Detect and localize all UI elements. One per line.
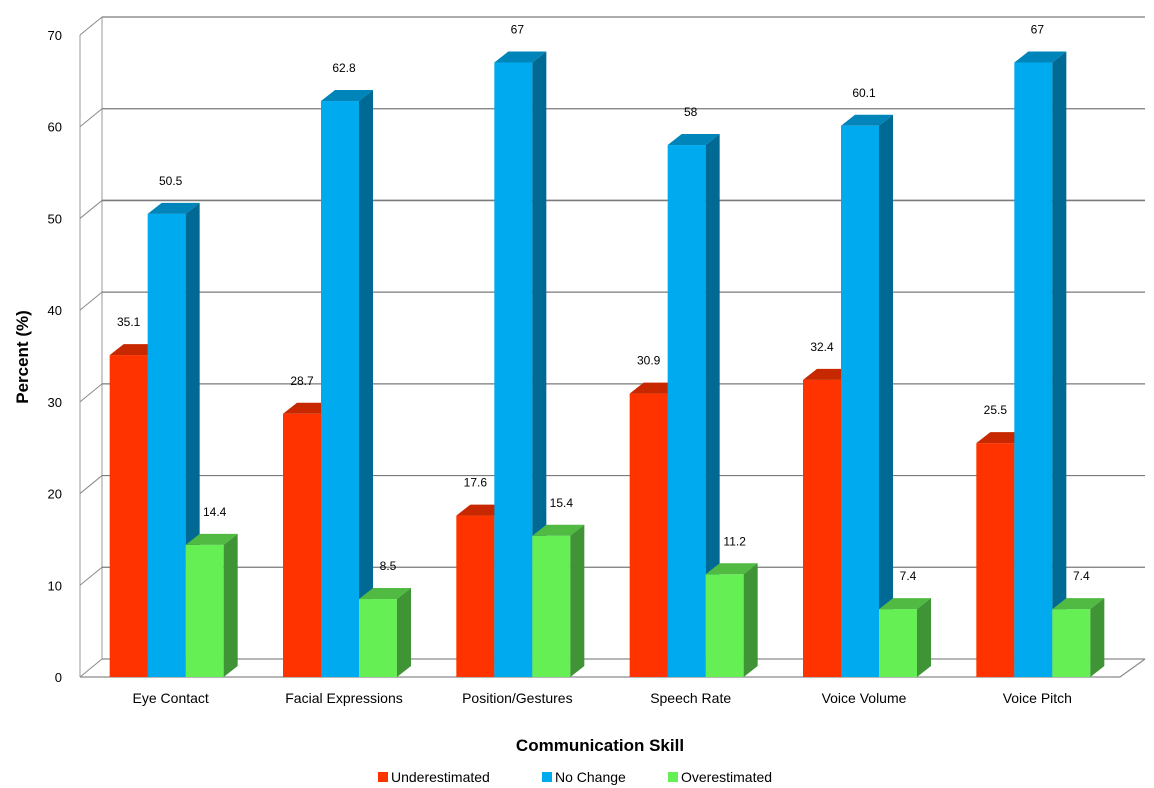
- y-axis-title: Percent (%): [13, 310, 32, 404]
- y-tick-label: 0: [55, 670, 62, 685]
- data-label: 50.5: [159, 174, 183, 188]
- gridline-depth: [79, 108, 103, 128]
- data-label: 11.2: [723, 534, 746, 548]
- x-tick-label: Voice Volume: [822, 690, 907, 706]
- data-labels: 35.1 50.5 14.4 28.7 62.8 8.5 17.6 67 15.4 30.9 58 1…: [117, 23, 1090, 584]
- data-label: 8.5: [380, 559, 397, 573]
- data-label: 7.4: [1073, 569, 1090, 583]
- bar-no-change: [494, 51, 547, 678]
- data-label: 17.6: [464, 476, 488, 490]
- legend-label: Overestimated: [681, 769, 772, 785]
- legend-item-no-change: No Change: [542, 769, 626, 785]
- legend-item-underestimated: Underestimated: [378, 769, 490, 785]
- data-label: 15.4: [550, 496, 574, 510]
- data-label: 14.4: [203, 505, 227, 519]
- bar-no-change: [667, 134, 720, 678]
- y-tick-label: 30: [48, 395, 62, 410]
- bars: [109, 51, 1105, 678]
- gridline-depth: [79, 383, 103, 403]
- x-axis-title: Communication Skill: [516, 736, 684, 755]
- x-tick-label: Voice Pitch: [1003, 690, 1072, 706]
- bar-overestimated: [359, 588, 411, 677]
- legend-swatch: [542, 772, 552, 782]
- floor-right-edge: [1119, 658, 1146, 678]
- bar-no-change: [1014, 51, 1067, 678]
- gridline-depth: [79, 16, 103, 36]
- gridline-depth: [79, 475, 103, 494]
- y-tick-label: 70: [48, 28, 62, 43]
- bar-overestimated: [532, 524, 585, 677]
- legend: Underestimated No Change Overestimated: [378, 769, 772, 785]
- gridline-depth: [79, 291, 103, 311]
- bar-overestimated: [879, 598, 931, 677]
- bar-no-change: [321, 90, 373, 677]
- data-label: 7.4: [900, 569, 917, 583]
- legend-label: Underestimated: [391, 769, 490, 785]
- data-label: 60.1: [852, 86, 876, 100]
- y-tick-label: 20: [48, 487, 62, 502]
- x-tick-label: Eye Contact: [133, 690, 209, 706]
- bar-overestimated: [705, 563, 758, 677]
- x-tick-label: Facial Expressions: [285, 690, 403, 706]
- data-label: 25.5: [984, 403, 1008, 417]
- data-label: 62.8: [332, 61, 356, 75]
- gridline-depth: [79, 658, 103, 678]
- y-axis-ticks: 0 10 20 30 40 50 60 70: [48, 28, 62, 685]
- data-label: 67: [1031, 23, 1045, 37]
- y-tick-label: 40: [48, 303, 62, 318]
- data-label: 58: [684, 105, 698, 119]
- legend-label: No Change: [555, 769, 626, 785]
- legend-swatch: [668, 772, 678, 782]
- gridlines: [79, 16, 1146, 678]
- y-tick-label: 10: [48, 578, 62, 593]
- bar-overestimated: [1052, 598, 1105, 677]
- y-tick-label: 50: [48, 211, 62, 226]
- data-label: 28.7: [290, 374, 314, 388]
- category-labels: Eye Contact Facial Expressions Position/Ge…: [133, 690, 1072, 706]
- bar-overestimated: [185, 533, 238, 677]
- gridline-depth: [79, 566, 103, 586]
- x-tick-label: Speech Rate: [650, 690, 731, 706]
- legend-item-overestimated: Overestimated: [668, 769, 772, 785]
- x-tick-label: Position/Gestures: [462, 690, 573, 706]
- gridline-depth: [79, 200, 103, 219]
- data-label: 35.1: [117, 315, 141, 329]
- data-label: 30.9: [637, 354, 661, 368]
- data-label: 67: [511, 23, 525, 37]
- y-tick-label: 60: [48, 120, 62, 135]
- legend-swatch: [378, 772, 388, 782]
- bar-no-change: [841, 114, 893, 678]
- data-label: 32.4: [810, 340, 834, 354]
